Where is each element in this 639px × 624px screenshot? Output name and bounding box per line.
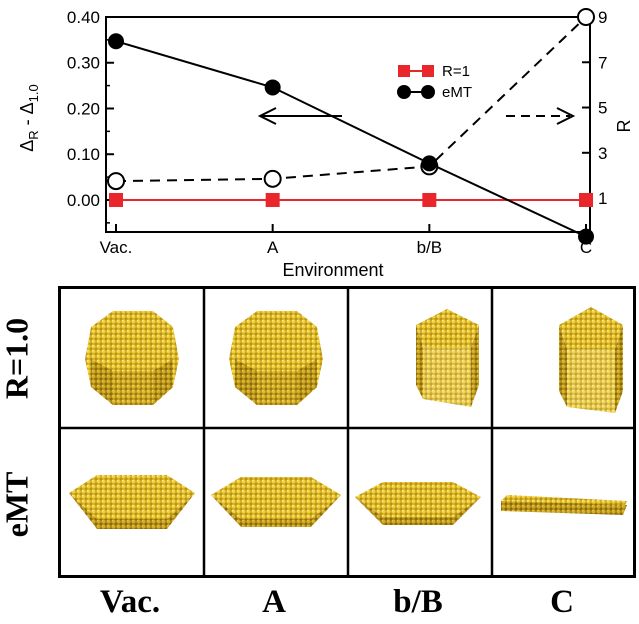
y-right-tick-label: 1 <box>598 189 607 208</box>
x-tick-label: b/B <box>417 238 443 257</box>
plot-frame <box>105 16 591 233</box>
y-tick-label: 0.40 <box>67 8 100 27</box>
x-tick-label: Vac. <box>100 238 133 257</box>
particle-r1-c <box>559 307 623 413</box>
particle-r1-bB <box>416 309 479 407</box>
y-right-tick-label: 7 <box>598 53 607 72</box>
particle-r1-vac <box>85 311 179 405</box>
data-point-emt <box>421 155 438 172</box>
y-tick-label: 0.00 <box>67 191 100 210</box>
series-line-right-axis <box>115 16 587 183</box>
legend: R=1 eMT <box>397 63 472 101</box>
y-right-tick-label: 5 <box>598 99 607 118</box>
data-point-r-1 <box>579 192 593 207</box>
right-dashed-arrow-annotation <box>506 107 576 125</box>
data-point-r-1 <box>422 192 437 207</box>
y-tick-label: 0.10 <box>67 145 100 164</box>
data-point-emt <box>108 33 124 50</box>
data-point-right-axis <box>107 172 125 191</box>
column-label-c: C <box>550 584 574 620</box>
data-point-right-axis <box>263 169 282 188</box>
data-point-emt <box>264 79 281 96</box>
y-tick-label: 0.20 <box>67 99 100 118</box>
legend-entry-emt: eMT <box>397 84 472 101</box>
particle-emt-bB <box>355 482 481 525</box>
legend-entry-r1: R=1 <box>398 63 470 80</box>
particle-emt-c <box>501 495 627 515</box>
left-arrow-annotation <box>257 107 342 125</box>
data-point-right-axis <box>577 8 595 26</box>
shape-grid <box>61 289 633 575</box>
row-label-r1: R=1.0 <box>0 317 35 400</box>
data-point-r-1 <box>265 192 280 207</box>
y-axis-title: ΔR - Δ1.0 <box>17 84 41 152</box>
y-right-tick-label: 3 <box>598 144 607 163</box>
legend-label-r1: R=1 <box>442 63 470 80</box>
particle-r1-a <box>229 311 323 405</box>
y-right-tick-label: 9 <box>598 8 607 27</box>
shape-panel <box>58 286 636 578</box>
series-line-emt <box>115 40 587 238</box>
plot-border <box>105 16 591 233</box>
particle-emt-a <box>211 477 341 527</box>
data-point-emt <box>578 228 594 245</box>
column-label-a: A <box>262 584 286 620</box>
row-label-emt: eMT <box>0 471 35 538</box>
x-axis-title: Environment <box>282 260 383 280</box>
y-axis-right-title: R <box>614 120 634 133</box>
column-label-vac: Vac. <box>99 584 161 620</box>
legend-label-emt: eMT <box>442 84 472 101</box>
data-point-r-1 <box>109 192 123 207</box>
column-label-bB: b/B <box>393 584 443 620</box>
y-tick-label: 0.30 <box>67 54 100 73</box>
series-layer <box>107 8 595 245</box>
particle-emt-vac <box>69 475 195 529</box>
x-tick-label: A <box>267 238 279 257</box>
